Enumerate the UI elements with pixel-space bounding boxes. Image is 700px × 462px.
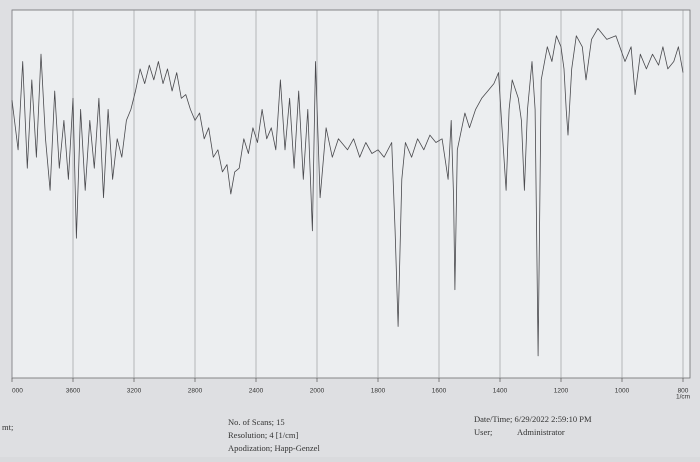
x-tick-label: 3200 (127, 388, 142, 395)
x-tick-label: 2400 (249, 388, 264, 395)
scans: No. of Scans; 15 (228, 417, 285, 427)
spectrum-line (11, 28, 684, 357)
x-tick-label: 2800 (188, 388, 203, 395)
resolution: Resolution; 4 [1/cm] (228, 430, 299, 440)
x-tick-label: 3600 (66, 388, 81, 395)
x-tick-label: 800 (678, 388, 689, 395)
x-tick-label: 1400 (493, 388, 508, 395)
x-tick-label: 1600 (432, 388, 447, 395)
user-label: User; (474, 427, 492, 437)
plot-frame (11, 9, 691, 379)
x-tick-label: 000 (12, 388, 23, 395)
x-tick-label: 1200 (554, 388, 569, 395)
x-axis-label: 1/cm (676, 394, 690, 401)
x-tick-label: 1800 (371, 388, 386, 395)
user: Administrator (517, 427, 565, 437)
x-tick-label: 1000 (615, 388, 630, 395)
datetime: Date/Time; 6/29/2022 2:59:10 PM (474, 414, 592, 424)
cropped-label: mt; (2, 422, 13, 432)
x-tick-label: 2000 (310, 388, 325, 395)
apodization: Apodization; Happ-Genzel (228, 443, 320, 453)
